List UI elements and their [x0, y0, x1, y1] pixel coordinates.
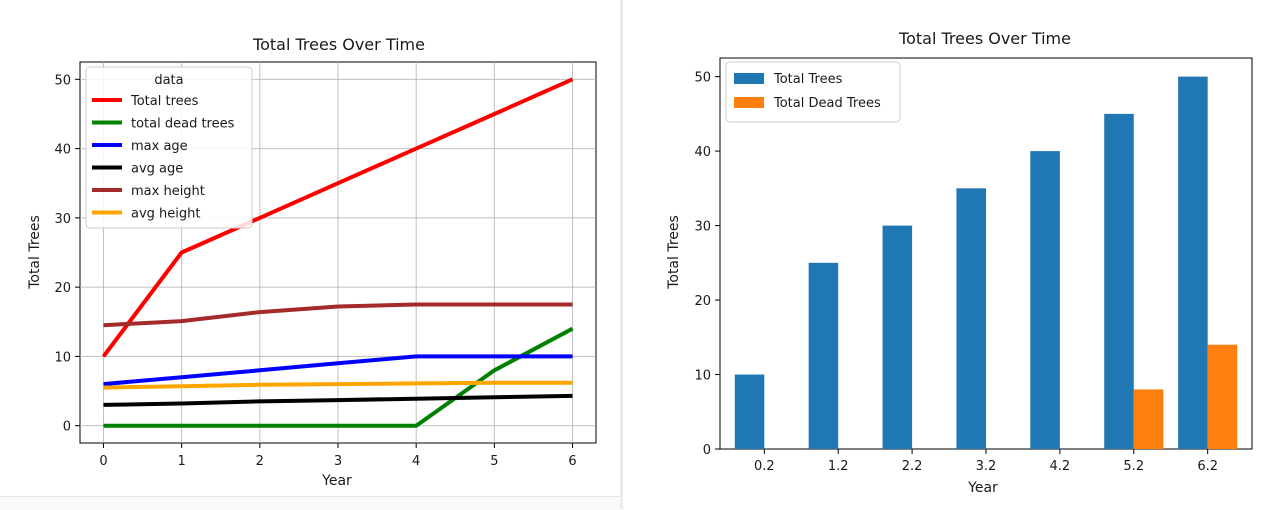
x-tick-label: 1	[177, 454, 185, 469]
bar-total-dead-trees	[1133, 389, 1164, 449]
series-line-avg-age	[103, 393, 573, 407]
bar-total-trees	[882, 225, 913, 449]
x-tick-label: 6	[568, 454, 576, 469]
y-tick-label: 30	[54, 212, 71, 227]
y-axis-label: Total Trees	[27, 215, 43, 290]
x-tick-label: 2	[256, 454, 264, 469]
y-tick-label: 20	[694, 294, 711, 309]
legend-swatch-total-dead-trees	[734, 97, 764, 108]
bar-total-dead-trees	[1207, 344, 1238, 449]
bar-total-trees	[1030, 151, 1060, 449]
bar-total-trees	[1104, 113, 1134, 449]
x-axis-label: Year	[321, 473, 352, 489]
legend-label-total-trees: Total Trees	[773, 72, 843, 87]
bar-total-trees	[808, 262, 839, 449]
legend-box	[725, 61, 901, 123]
chart-title: Total Trees Over Time	[252, 35, 425, 54]
y-tick-label: 40	[54, 143, 71, 158]
y-tick-label: 0	[703, 443, 711, 458]
x-tick-label: 4	[412, 454, 420, 469]
legend-label-total-dead-trees: total dead trees	[131, 117, 235, 132]
series-line-avg-height	[103, 380, 573, 390]
y-tick-label: 10	[54, 350, 71, 365]
x-tick-label: 3.2	[976, 459, 997, 474]
bar-total-trees	[1178, 76, 1208, 449]
x-tick-label: 4.2	[1050, 459, 1071, 474]
chart-title: Total Trees Over Time	[898, 29, 1071, 48]
legend: Total Trees Total Dead Trees	[725, 61, 901, 123]
y-tick-label: 0	[63, 420, 71, 435]
x-tick-label: 5	[490, 454, 498, 469]
x-tick-label: 0	[99, 454, 107, 469]
legend-label-max-height: max height	[131, 184, 205, 199]
x-tick-label: 2.2	[902, 459, 923, 474]
y-axis-label: Total Trees	[666, 215, 682, 290]
line-chart: Total Trees Over Time 0 1 2 3 4 5 6 0 10 20 30 40 50…	[27, 35, 597, 489]
legend-label-avg-height: avg height	[131, 207, 200, 222]
legend-box	[85, 66, 253, 229]
y-tick-label: 30	[694, 220, 711, 235]
series-line-total-dead-trees	[103, 326, 574, 428]
legend-title: data	[154, 73, 183, 88]
legend: data Total trees total dead trees max age av…	[85, 66, 253, 229]
x-tick-label: 0.2	[754, 459, 775, 474]
legend-label-max-age: max age	[131, 139, 188, 154]
x-tick-label: 6.2	[1197, 459, 1218, 474]
series-line-max-age	[103, 354, 573, 387]
x-tick-label: 1.2	[828, 459, 849, 474]
bar-chart-panel: Total Trees Over Time 0.2 1.2 2.2 3.2 4.2 5.2…	[626, 0, 1276, 509]
y-tick-label: 20	[54, 281, 71, 296]
bottom-strip	[0, 496, 620, 510]
line-chart-panel: Total Trees Over Time 0 1 2 3 4 5 6 0 10 20 30 40 50…	[0, 0, 620, 509]
legend-label-total-dead-trees: Total Dead Trees	[773, 96, 881, 111]
series-line-max-height	[103, 302, 573, 328]
y-tick-label: 40	[694, 145, 711, 160]
bar-total-trees	[956, 188, 986, 450]
y-tick-label: 50	[694, 71, 711, 86]
panel-divider	[620, 0, 623, 509]
legend-label-total-trees: Total trees	[130, 94, 199, 109]
x-tick-label: 5.2	[1123, 459, 1144, 474]
x-axis-label: Year	[967, 480, 998, 496]
y-tick-label: 50	[54, 73, 71, 88]
bar-chart: Total Trees Over Time 0.2 1.2 2.2 3.2 4.2 5.2…	[666, 29, 1253, 496]
bar-total-trees	[734, 374, 765, 449]
legend-label-avg-age: avg age	[131, 162, 183, 177]
series-line-total-trees	[101, 77, 574, 358]
x-tick-label: 3	[334, 454, 342, 469]
legend-swatch-total-trees	[734, 73, 764, 84]
y-tick-label: 10	[694, 369, 711, 384]
